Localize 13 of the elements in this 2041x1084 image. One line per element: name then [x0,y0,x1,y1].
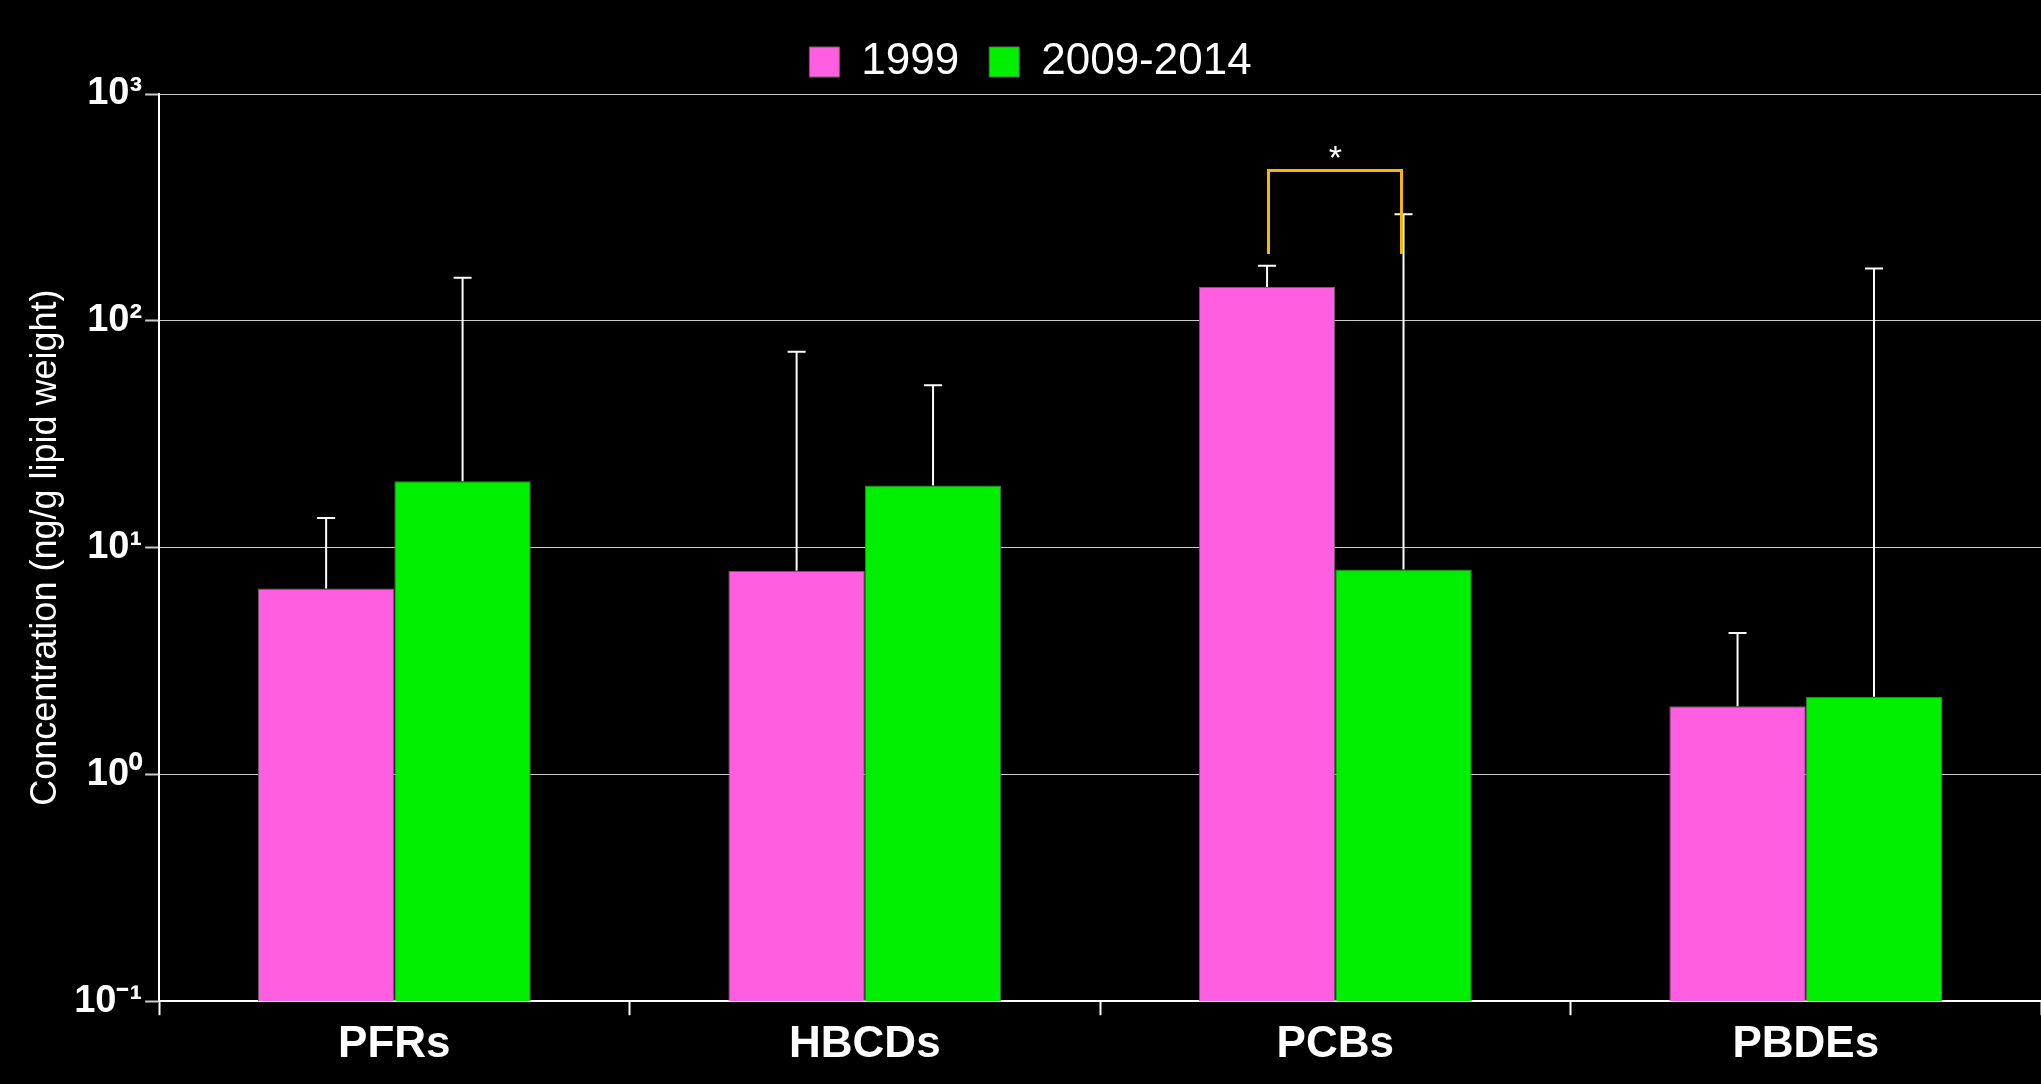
y-tick-label: 10¹ [87,524,143,567]
legend-label: 2009-2014 [1041,34,1252,84]
x-tick-label: HBCDs [789,1016,941,1066]
y-axis-title: Concentration (ng/g lipid weight) [22,289,64,806]
annotation: * [1328,137,1342,176]
legend-label: 1999 [861,34,960,84]
y-tick-label: 10² [87,297,143,340]
x-tick-label: PBDEs [1732,1016,1880,1066]
y-tick-label: 10⁰ [86,750,144,793]
x-tick-label: PFRs [338,1016,451,1066]
y-tick-label: 10⁻¹ [74,977,143,1020]
x-tick-label: PCBs [1276,1016,1394,1066]
y-tick-label: 10³ [87,70,143,113]
